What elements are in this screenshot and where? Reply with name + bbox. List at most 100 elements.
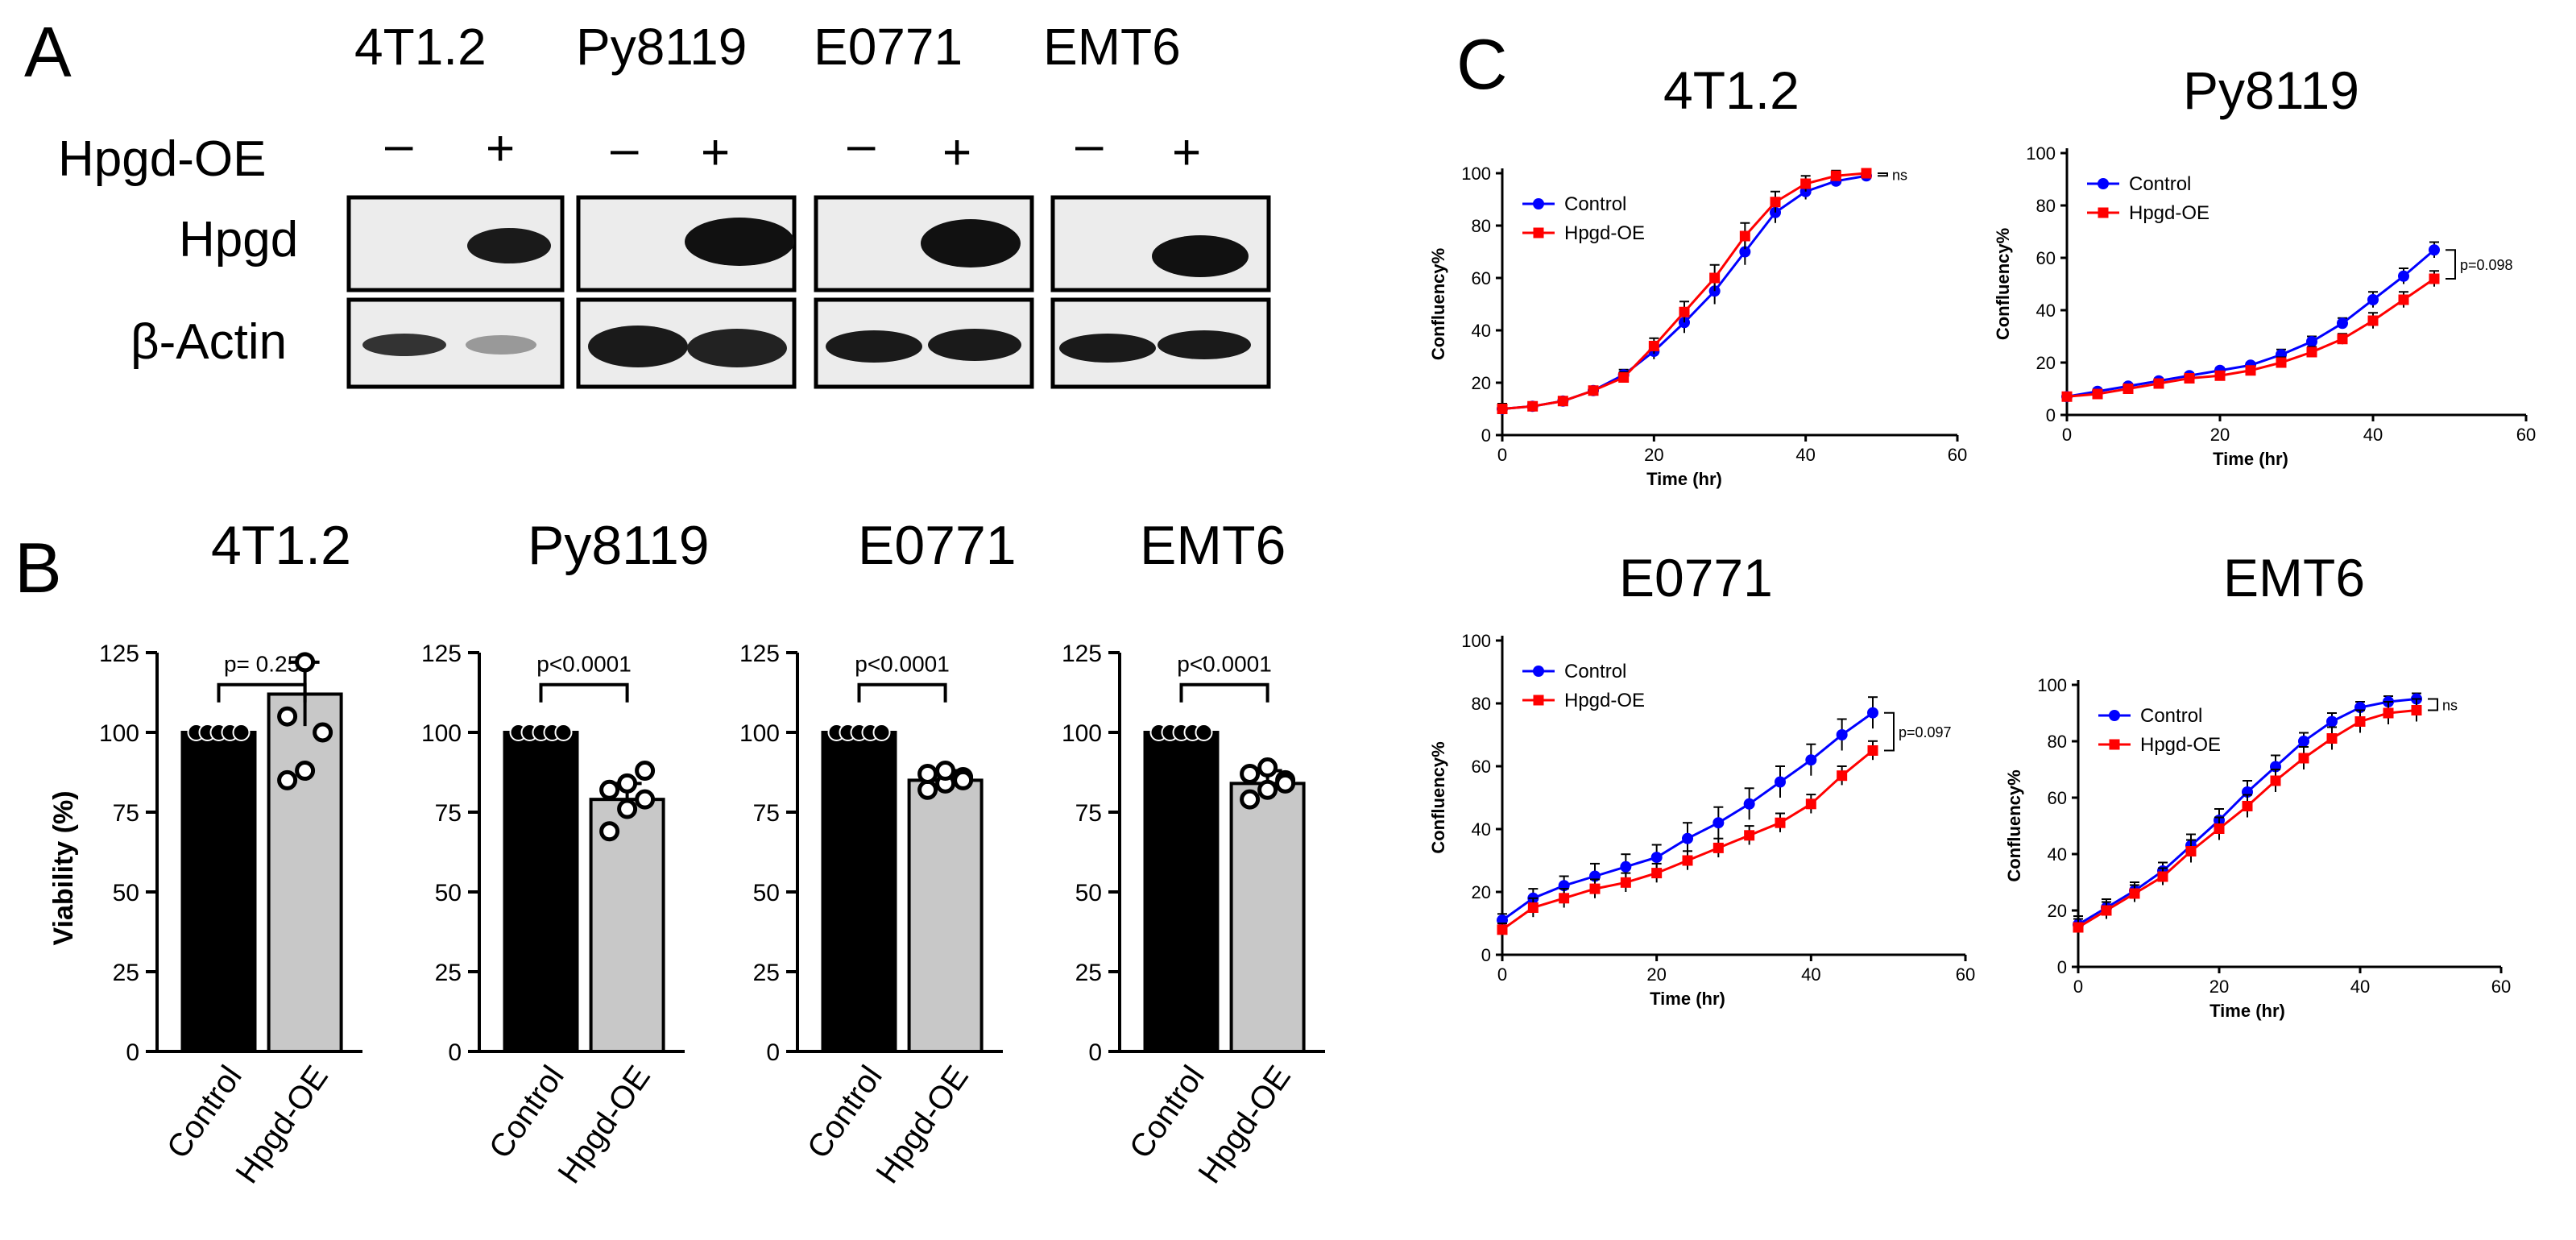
y-tick-label: 50 — [1075, 880, 1102, 906]
data-point — [1527, 400, 1539, 412]
data-point — [1800, 178, 1812, 189]
data-point — [1275, 773, 1296, 794]
line-chart-e0771: E0771 0 20 40 60 80 100 0 20 40 60 Time (hr) Conflue… — [1428, 548, 1975, 1009]
panel-b: B 4T1.2 0 25 50 75 100 125 Viability (%) Control… — [14, 515, 1325, 1190]
significance-bracket — [1179, 682, 1269, 703]
significance-bracket — [217, 682, 307, 703]
legend-marker — [1533, 227, 1544, 238]
data-point — [2073, 922, 2084, 933]
data-point — [2092, 388, 2103, 400]
band-actin-py8119-oe — [687, 329, 787, 367]
data-point — [617, 773, 638, 794]
y-tick-label: 80 — [2036, 196, 2056, 216]
y-tick-label: 20 — [1472, 882, 1491, 902]
data-point — [617, 798, 638, 819]
y-tick-label: 0 — [1088, 1039, 1102, 1066]
y-tick-label: 40 — [2036, 301, 2056, 321]
data-point — [1589, 883, 1601, 894]
data-point — [1559, 893, 1570, 904]
x-axis-label: Time (hr) — [1646, 469, 1722, 489]
series-line — [1501, 172, 1867, 410]
y-tick-label: 0 — [448, 1039, 462, 1066]
y-tick-label: 25 — [435, 960, 462, 986]
data-point — [953, 769, 974, 790]
x-category-label: Control — [1123, 1060, 1211, 1165]
line-chart-4t1-2: 4T1.2 0 20 40 60 80 100 0 20 40 60 Time (hr) Conflue… — [1428, 60, 1967, 489]
x-tick-label: 20 — [1644, 445, 1663, 465]
y-tick-label: 60 — [2036, 248, 2056, 268]
data-point — [1651, 868, 1663, 879]
x-tick-label: 60 — [2516, 425, 2536, 445]
y-tick-label: 40 — [2048, 844, 2067, 865]
significance-bracket — [539, 682, 629, 703]
series-hpgd-oe — [1497, 168, 1872, 414]
data-point — [2242, 801, 2253, 811]
data-point — [635, 789, 656, 810]
sign-plus-4: + — [1172, 125, 1201, 180]
line-chart-title: 4T1.2 — [1663, 60, 1799, 120]
x-axis-label: Time (hr) — [2209, 1001, 2285, 1021]
significance-bracket — [1884, 711, 1895, 752]
data-point — [1775, 776, 1786, 788]
x-tick-label: 40 — [1795, 445, 1815, 465]
significance-bracket — [1878, 172, 1888, 177]
data-point — [2398, 270, 2409, 282]
data-point — [2123, 384, 2134, 394]
bar-hpgd-oe — [1229, 782, 1306, 1053]
data-point — [1557, 396, 1568, 407]
x-tick-label: 40 — [2363, 425, 2383, 445]
legend-marker — [2098, 207, 2109, 218]
p-value-label: p<0.0001 — [1177, 652, 1272, 677]
legend-label: Hpgd-OE — [1564, 222, 1645, 244]
hpgd-oe-row-label: Hpgd-OE — [58, 131, 266, 187]
band-hpgd-emt6-oe — [1152, 235, 1249, 277]
data-point — [1620, 877, 1631, 888]
bar-control — [821, 731, 897, 1053]
y-tick-label: 80 — [1472, 216, 1491, 236]
y-tick-label: 75 — [753, 800, 780, 827]
data-point — [1497, 924, 1508, 935]
data-point — [554, 724, 573, 741]
series-control — [1497, 696, 1878, 927]
data-point — [1588, 385, 1599, 396]
data-point — [917, 779, 938, 800]
y-axis-label: Confluency% — [2004, 769, 2024, 881]
y-tick-label: 125 — [99, 641, 139, 667]
band-actin-py8119-ctrl — [588, 326, 688, 367]
significance-label: ns — [1892, 168, 1907, 184]
panel-a-letter: A — [24, 12, 72, 92]
bar-control — [1143, 731, 1220, 1053]
data-point — [2383, 707, 2394, 719]
data-point — [2157, 871, 2168, 882]
data-point — [2306, 336, 2317, 347]
series-line — [1501, 711, 1874, 922]
y-tick-label: 100 — [421, 720, 462, 747]
y-tick-label: 100 — [2026, 143, 2056, 164]
data-point — [2411, 705, 2422, 715]
y-tick-label: 100 — [2037, 675, 2067, 695]
bar-control — [503, 731, 579, 1053]
significance-bracket — [2428, 698, 2438, 711]
data-point — [1867, 745, 1878, 756]
data-point — [1620, 861, 1632, 873]
y-tick-label: 20 — [2048, 901, 2067, 921]
data-point — [1709, 272, 1721, 284]
data-point — [2298, 753, 2309, 764]
band-actin-emt6-ctrl — [1059, 334, 1156, 363]
data-point — [2306, 346, 2317, 358]
bar-hpgd-oe — [907, 778, 984, 1054]
data-point — [1739, 230, 1750, 242]
y-tick-label: 80 — [2048, 732, 2067, 752]
sign-minus-2: – — [611, 121, 639, 176]
y-tick-label: 100 — [1062, 720, 1102, 747]
data-point — [2214, 370, 2226, 381]
x-tick-label: 0 — [2062, 425, 2072, 445]
significance-label: ns — [2442, 698, 2458, 714]
data-point — [2184, 373, 2195, 384]
y-tick-label: 50 — [435, 880, 462, 906]
line-chart-title: Py8119 — [2183, 60, 2359, 120]
data-point — [2245, 365, 2256, 376]
band-actin-4t1-2-ctrl — [362, 334, 446, 356]
